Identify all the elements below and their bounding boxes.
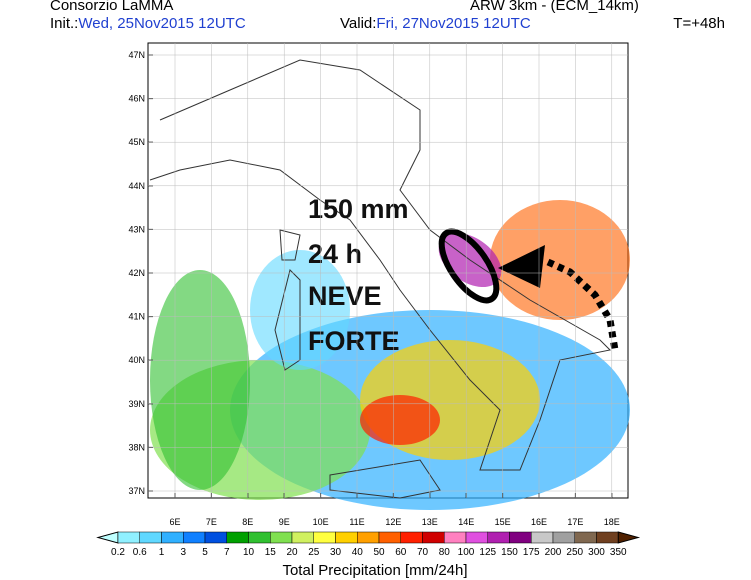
lon-label: 6E [169,517,180,527]
colorbar-box [422,531,445,544]
colorbar-label: 200 [545,547,562,558]
annotation: 150 mm [308,194,409,224]
colorbar-box [531,531,554,544]
lat-label: 39N [128,399,145,409]
lon-label: 7E [206,517,217,527]
lon-label: 18E [604,517,620,527]
colorbar-label: 175 [523,547,540,558]
colorbar-label: 1 [159,547,165,558]
colorbar-box [335,531,358,544]
lat-label: 46N [128,94,145,104]
colorbar-label: 60 [395,547,407,558]
lon-label: 8E [242,517,253,527]
lat-label: 43N [128,224,145,234]
colorbar-box [444,531,467,544]
colorbar-label: 10 [243,547,255,558]
colorbar-label: 3 [180,547,186,558]
lon-label: 13E [422,517,438,527]
colorbar-box [161,531,184,544]
lon-label: 17E [567,517,583,527]
colorbar-box [291,531,314,544]
lon-label: 11E [349,517,364,527]
colorbar-box [465,531,488,544]
colorbar-label: 20 [286,547,298,558]
colorbar-box [139,531,162,544]
lat-label: 42N [128,268,145,278]
colorbar-box [487,531,510,544]
colorbar-box [270,531,293,544]
annotation: FORTE [308,326,400,356]
colorbar-box [226,531,249,544]
colorbar-label: 25 [308,547,320,558]
init-label: Init.: [50,15,78,32]
lon-label: 12E [385,517,401,527]
legend-title: Total Precipitation [mm/24h] [282,562,467,579]
colorbar-label: 5 [202,547,208,558]
colorbar-label: 80 [439,547,451,558]
colorbar-box [596,531,619,544]
init-label: Init.:Wed, 25Nov2015 12UTC [50,15,246,32]
annotation: 24 h [308,239,362,269]
colorbar-label: 0.2 [111,547,125,558]
colorbar-box [400,531,423,544]
colorbar-box [552,531,575,544]
colorbar-box [378,531,401,544]
colorbar-label: 70 [417,547,429,558]
colorbar-label: 15 [265,547,277,558]
colorbar-end [96,531,119,544]
colorbar-box [313,531,336,544]
colorbar-label: 7 [224,547,230,558]
colorbar-box [204,531,227,544]
lat-label: 41N [128,312,145,322]
org: Consorzio LaMMA [50,0,173,14]
colorbar-label: 50 [373,547,385,558]
colorbar-box [183,531,206,544]
colorbar-box [509,531,532,544]
lon-label: 14E [458,517,474,527]
colorbar-label: 300 [588,547,605,558]
colorbar-box [117,531,140,544]
colorbar-label: 30 [330,547,342,558]
lat-label: 47N [128,50,145,60]
colorbar-end [617,531,641,544]
lon-label: 9E [279,517,290,527]
lat-label: 44N [128,181,145,191]
lat-label: 45N [128,137,145,147]
colorbar-label: 125 [479,547,496,558]
lead-time: T=+48h [673,15,725,32]
valid-label: Valid: [340,15,376,32]
colorbar-label: 350 [610,547,627,558]
lat-label: 38N [128,442,145,452]
colorbar-box [248,531,271,544]
model: ARW 3km - (ECM_14km) [470,0,639,14]
colorbar-label: 100 [458,547,475,558]
valid-time: Fri, 27Nov2015 12UTC [376,15,530,32]
lon-label: 10E [313,517,329,527]
annotation: NEVE [308,281,382,311]
lon-label: 16E [531,517,547,527]
init-time: Wed, 25Nov2015 12UTC [78,15,245,32]
colorbar-label: 40 [352,547,364,558]
colorbar-box [574,531,597,544]
lat-label: 37N [128,486,145,496]
valid-label: Valid:Fri, 27Nov2015 12UTC [340,15,531,32]
lat-label: 40N [128,355,145,365]
colorbar-label: 150 [501,547,518,558]
colorbar-label: 250 [566,547,583,558]
map-area [147,42,630,510]
colorbar-label: 0.6 [133,547,147,558]
colorbar-box [357,531,380,544]
lon-label: 15E [495,517,511,527]
